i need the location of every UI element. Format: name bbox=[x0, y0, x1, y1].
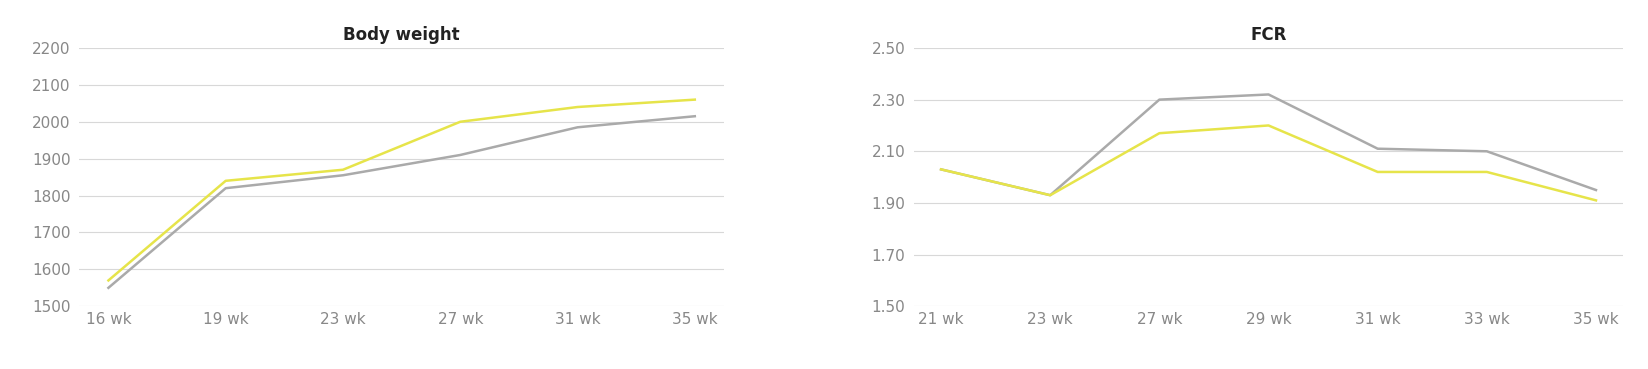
Title: Body weight: Body weight bbox=[343, 25, 460, 44]
Title: FCR: FCR bbox=[1251, 25, 1287, 44]
